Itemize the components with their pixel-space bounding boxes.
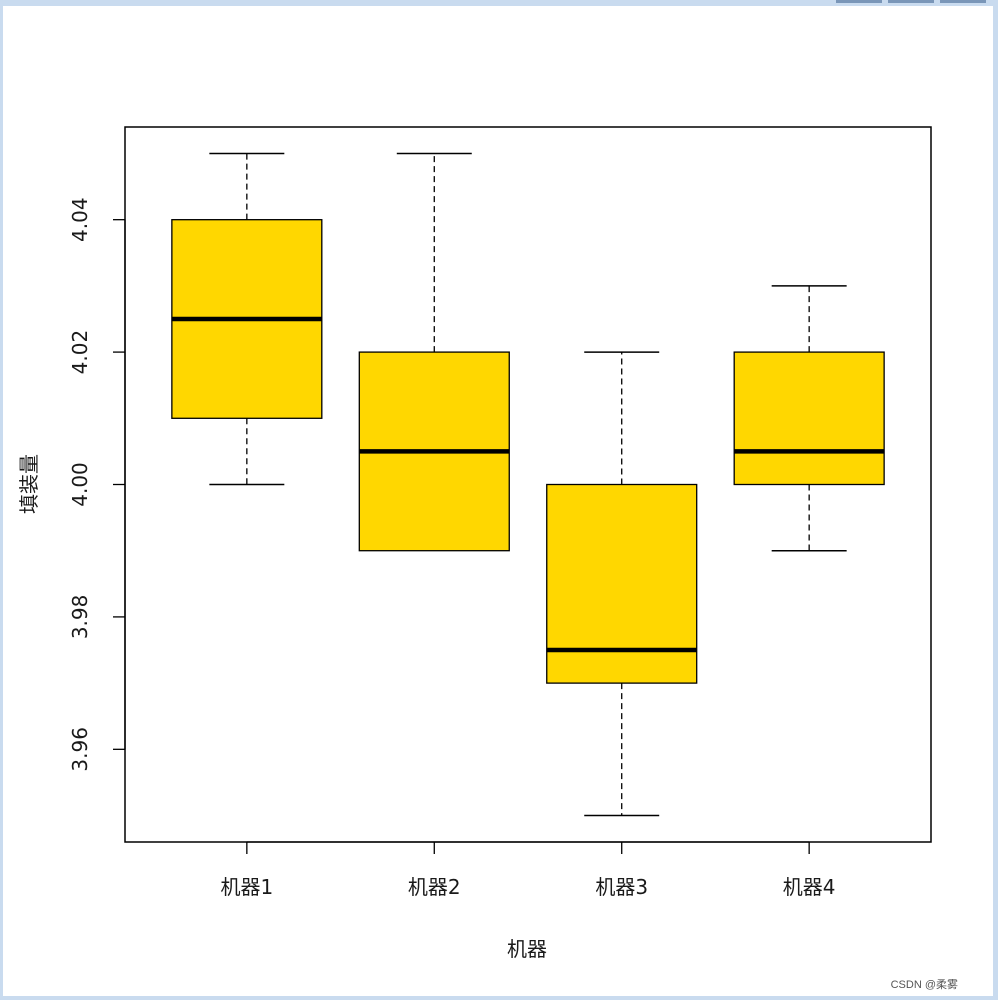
y-tick-label: 4.04 (68, 197, 92, 242)
y-tick-label: 4.00 (68, 462, 92, 507)
watermark: CSDN @柔雾 (890, 979, 958, 991)
box (733, 351, 885, 486)
x-tick-label: 机器3 (595, 875, 648, 899)
x-axis: 机器1 机器2 机器3 机器4 (220, 841, 836, 899)
x-tick-label: 机器4 (783, 875, 836, 899)
y-tick-label: 3.96 (68, 727, 92, 772)
window-control-maximize[interactable] (888, 0, 934, 3)
boxplot-chart: 3.96 3.98 4.00 4.02 4.04 机器1 机器2 机器3 机器4 机器 填装量 (17, 126, 932, 961)
x-tick-label: 机器2 (408, 875, 461, 899)
y-axis-label: 填装量 (17, 454, 41, 514)
x-axis-label: 机器 (507, 937, 547, 961)
box (546, 483, 698, 684)
boxes (171, 152, 885, 817)
y-tick-label: 3.98 (68, 595, 92, 640)
y-axis: 3.96 3.98 4.00 4.02 4.04 (68, 197, 126, 772)
box-group (358, 152, 510, 552)
window-control-close[interactable] (940, 0, 986, 3)
box-group (171, 152, 323, 486)
window-frame-top (0, 0, 998, 6)
window-control-minimize[interactable] (836, 0, 882, 3)
plot-window: 3.96 3.98 4.00 4.02 4.04 机器1 机器2 机器3 机器4 机器 填装量 (3, 6, 993, 996)
box-group (733, 285, 885, 552)
box-group (546, 351, 698, 817)
y-tick-label: 4.02 (68, 330, 92, 375)
x-tick-label: 机器1 (220, 875, 273, 899)
